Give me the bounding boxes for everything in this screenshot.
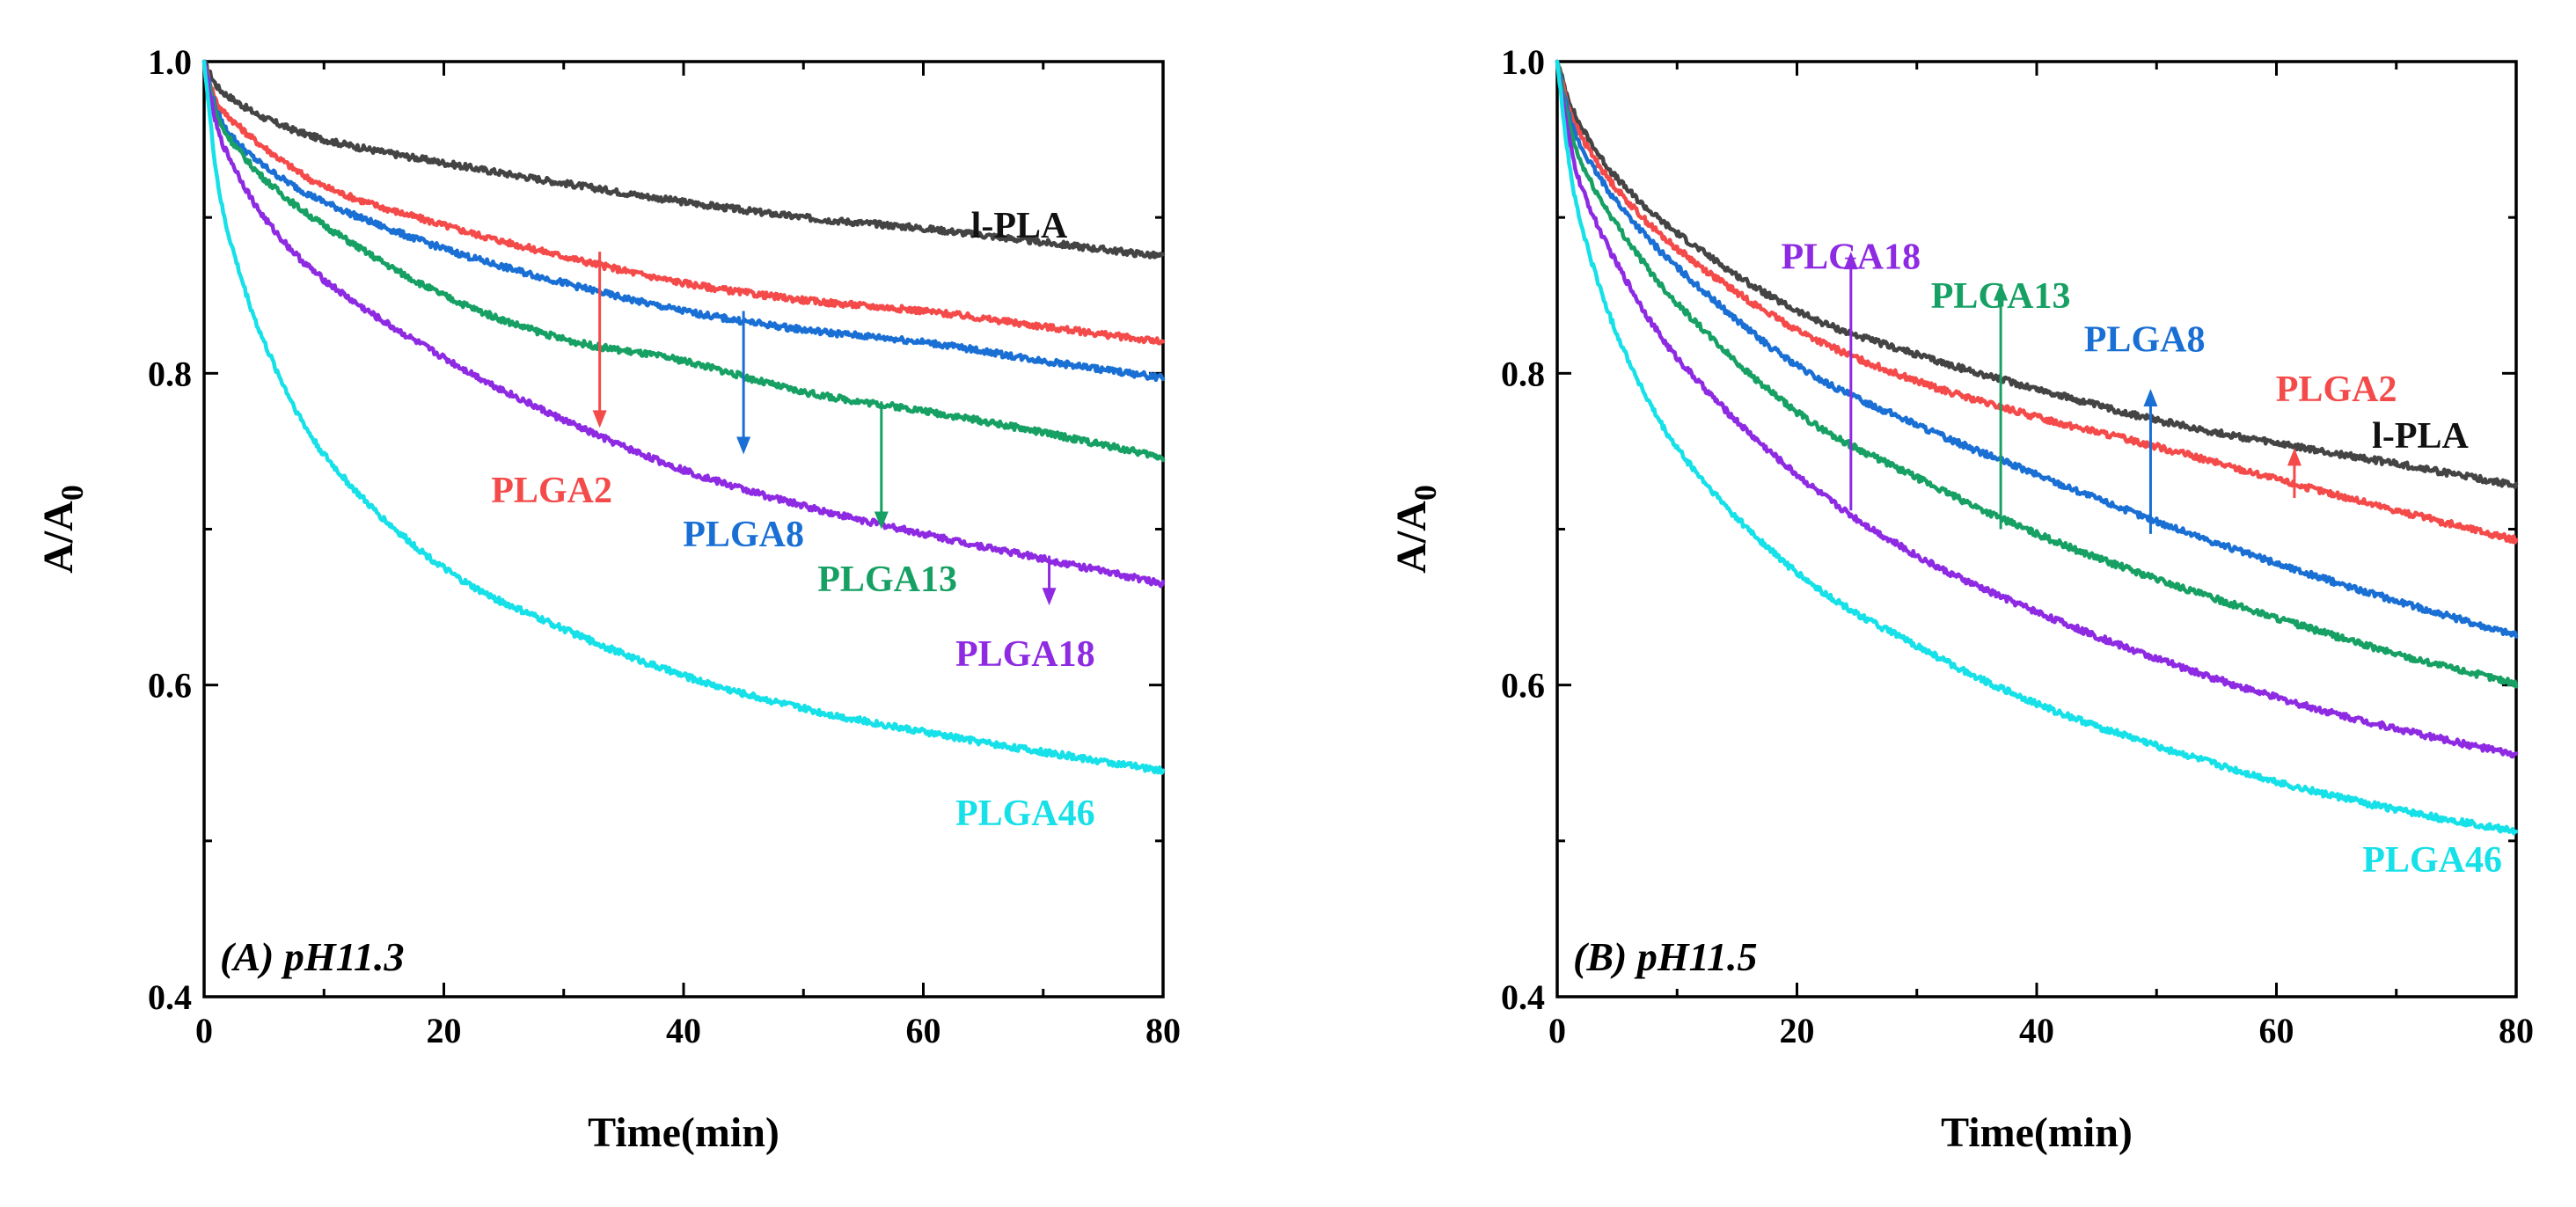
series-label-l-pla: l-PLA	[2372, 416, 2469, 457]
x-tick-label: 60	[2259, 1011, 2294, 1050]
annotation-arrowhead-plga2	[2287, 448, 2302, 466]
y-axis-label: A/A0	[35, 485, 90, 574]
series-label-plga2: PLGA2	[2276, 369, 2397, 410]
panel-label: (A) pH11.3	[220, 934, 405, 979]
y-tick-label: 0.8	[1501, 354, 1545, 393]
x-tick-label: 60	[906, 1011, 941, 1050]
x-tick-label: 80	[2499, 1011, 2534, 1050]
series-line-plga18	[201, 59, 1166, 589]
series-line-l-pla	[201, 59, 1166, 260]
series-label-plga8: PLGA8	[2084, 319, 2206, 360]
x-tick-label: 40	[666, 1011, 701, 1050]
x-tick-label: 20	[1780, 1011, 1815, 1050]
y-tick-label: 0.4	[148, 977, 192, 1017]
panel-b: 0 20 40 60 80 0.4 0.6 0.8 1.0 Time(min) A/A0 (B) pH…	[1388, 42, 2534, 1156]
series-line-plga8	[201, 59, 1166, 383]
series-line-plga46	[1555, 59, 2519, 836]
series-label-plga13: PLGA13	[817, 560, 957, 600]
y-tick-label: 0.8	[148, 354, 192, 393]
x-tick-label: 20	[427, 1011, 462, 1050]
series-line-plga46	[201, 59, 1166, 775]
series-line-plga2	[201, 59, 1166, 346]
annotation-arrowhead-plga13	[874, 511, 889, 530]
series-label-plga46: PLGA46	[2362, 840, 2502, 881]
series-label-plga8: PLGA8	[683, 515, 804, 555]
annotation-arrowhead-plga18	[1042, 588, 1057, 606]
series-line-plga8	[1555, 59, 2519, 639]
annotation-arrowhead-plga2	[592, 410, 607, 428]
series-label-plga2: PLGA2	[491, 471, 612, 511]
x-tick-label: 0	[195, 1011, 213, 1050]
panel-a: 0 20 40 60 80 0.4 0.6 0.8 1.0 Time(min) A/A0 (A) pH…	[35, 42, 1181, 1156]
y-tick-label: 0.4	[1501, 977, 1545, 1017]
series-label-l-pla: l-PLA	[971, 206, 1068, 246]
x-tick-label: 0	[1548, 1011, 1566, 1050]
series-line-plga13	[201, 59, 1166, 463]
y-tick-label: 1.0	[1501, 42, 1545, 82]
y-tick-label: 1.0	[148, 42, 192, 82]
annotation-arrowhead-plga18	[1843, 252, 1858, 270]
series-line-plga13	[1555, 59, 2519, 689]
series-label-plga13: PLGA13	[1931, 276, 2071, 317]
panel-label: (B) pH11.5	[1573, 934, 1758, 979]
x-axis-label: Time(min)	[1941, 1109, 2133, 1156]
x-tick-label: 80	[1145, 1011, 1181, 1050]
series-label-plga18: PLGA18	[1781, 237, 1921, 277]
x-tick-label: 40	[2019, 1011, 2054, 1050]
y-axis-label: A/A0	[1388, 485, 1443, 574]
annotation-arrowhead-plga13	[1994, 282, 2009, 301]
annotation-arrowhead-plga8	[736, 436, 751, 455]
x-axis-label: Time(min)	[588, 1109, 779, 1156]
series-line-l-pla	[1555, 59, 2519, 490]
y-tick-label: 0.6	[1501, 666, 1545, 706]
series-line-plga18	[1555, 59, 2519, 759]
y-tick-label: 0.6	[148, 666, 192, 706]
series-line-plga2	[1555, 59, 2519, 545]
series-label-plga46: PLGA46	[955, 794, 1095, 834]
annotation-arrowhead-plga8	[2143, 389, 2158, 407]
series-label-plga18: PLGA18	[955, 634, 1095, 675]
